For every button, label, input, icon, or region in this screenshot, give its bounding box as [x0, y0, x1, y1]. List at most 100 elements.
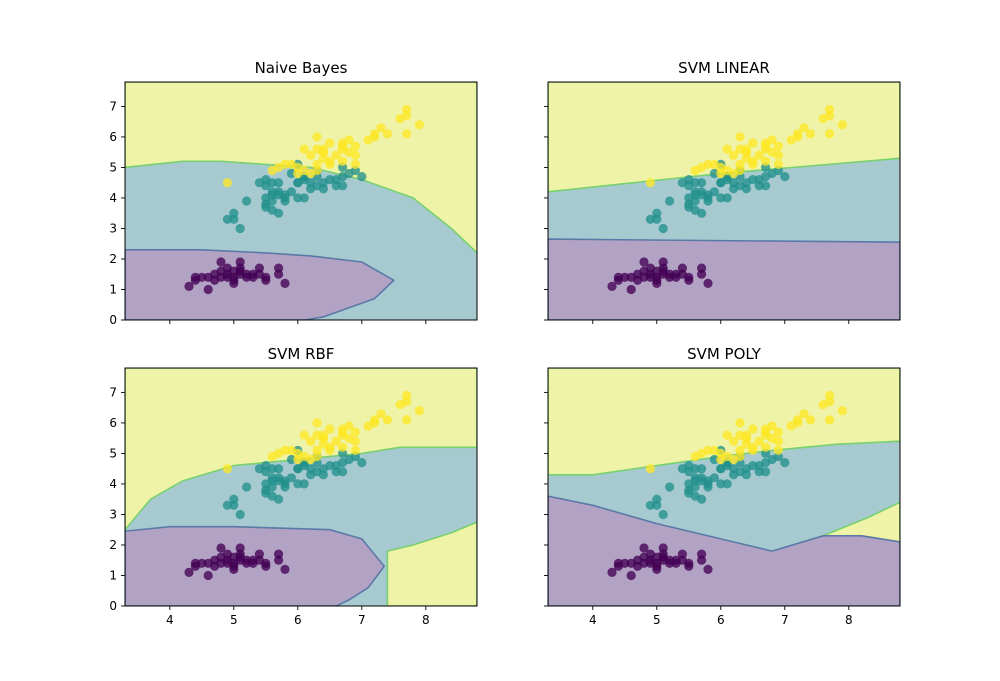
- data-point-class-1: [748, 461, 758, 471]
- data-point-class-2: [761, 442, 771, 452]
- data-point-class-0: [229, 564, 239, 575]
- data-point-class-2: [741, 147, 752, 157]
- data-point-class-1: [722, 175, 732, 185]
- data-point-class-0: [697, 549, 707, 559]
- data-point-class-1: [299, 193, 309, 203]
- data-point-class-0: [274, 549, 284, 559]
- data-point-class-1: [286, 168, 296, 179]
- y-tick-label: 0: [109, 313, 117, 327]
- data-point-class-0: [216, 543, 226, 553]
- data-point-class-1: [242, 196, 252, 206]
- data-point-class-1: [684, 461, 694, 471]
- subplot-1: SVM LINEAR: [544, 59, 901, 324]
- data-point-class-1: [729, 470, 739, 480]
- data-point-class-1: [709, 168, 720, 179]
- data-point-class-2: [645, 178, 656, 188]
- data-point-class-2: [414, 406, 424, 416]
- data-point-class-2: [325, 445, 335, 455]
- y-tick-label: 4: [109, 191, 117, 205]
- data-point-class-0: [607, 567, 617, 578]
- data-point-class-2: [799, 123, 809, 133]
- y-tick-label: 2: [109, 252, 117, 266]
- data-point-class-2: [414, 120, 424, 130]
- subplot-0: Naive Bayes 0 1 2 3 4 5 6 7: [109, 59, 478, 327]
- axes-frame: [124, 367, 478, 607]
- data-point-class-1: [261, 202, 271, 212]
- data-point-class-0: [222, 272, 232, 282]
- data-point-class-2: [318, 433, 328, 443]
- data-point-class-1: [229, 214, 239, 224]
- data-point-class-1: [780, 172, 790, 182]
- data-point-class-1: [338, 458, 348, 468]
- data-point-class-1: [645, 500, 656, 510]
- data-point-class-0: [222, 263, 232, 273]
- data-point-class-2: [338, 430, 348, 440]
- data-point-class-2: [350, 141, 360, 151]
- data-point-class-2: [773, 436, 784, 446]
- data-point-class-2: [338, 144, 348, 154]
- plot-area: [548, 82, 900, 320]
- data-point-class-2: [748, 138, 758, 148]
- data-point-class-2: [773, 150, 784, 160]
- data-point-class-2: [331, 436, 341, 446]
- data-point-class-2: [773, 159, 784, 169]
- data-point-class-0: [210, 275, 220, 285]
- subplot-title: SVM POLY: [687, 345, 762, 363]
- data-point-class-2: [402, 104, 412, 115]
- data-point-class-1: [325, 461, 335, 471]
- subplot-title: Naive Bayes: [255, 59, 348, 77]
- y-tick-label: 5: [109, 160, 117, 174]
- data-point-class-2: [338, 442, 348, 452]
- data-point-class-2: [370, 132, 380, 142]
- data-point-class-0: [235, 266, 245, 276]
- data-point-class-1: [261, 175, 271, 185]
- data-point-class-0: [607, 281, 617, 291]
- data-point-class-1: [274, 208, 284, 218]
- data-point-class-0: [613, 558, 624, 568]
- data-point-class-2: [690, 165, 700, 176]
- data-point-class-0: [671, 272, 681, 282]
- data-point-class-1: [299, 479, 309, 489]
- axes-frame: [124, 81, 478, 321]
- decision-region-class-0: [125, 249, 395, 320]
- x-tick-label: 4: [166, 613, 174, 627]
- data-point-class-1: [331, 181, 341, 191]
- data-point-class-1: [338, 172, 348, 182]
- data-point-class-0: [190, 558, 200, 568]
- data-point-class-1: [748, 175, 758, 185]
- data-point-class-2: [306, 150, 316, 160]
- data-point-class-2: [722, 144, 732, 154]
- data-point-class-0: [703, 278, 713, 288]
- data-point-class-0: [633, 561, 643, 571]
- data-point-class-0: [652, 278, 662, 288]
- data-point-class-0: [633, 275, 643, 285]
- data-point-class-1: [697, 208, 707, 218]
- plot-area: [548, 368, 900, 606]
- data-point-class-1: [274, 178, 284, 188]
- data-point-class-0: [184, 567, 194, 578]
- data-point-class-2: [222, 178, 232, 188]
- data-point-class-2: [761, 144, 771, 154]
- data-point-class-2: [773, 445, 784, 455]
- data-point-class-1: [261, 488, 271, 498]
- data-point-class-1: [665, 196, 675, 206]
- y-tick-label: 6: [109, 130, 117, 144]
- y-tick-label: 3: [109, 221, 117, 235]
- data-point-class-1: [293, 193, 303, 203]
- data-point-class-2: [376, 123, 386, 133]
- x-tick-label: 5: [230, 613, 238, 627]
- data-point-class-2: [331, 150, 341, 160]
- data-point-class-1: [658, 509, 668, 520]
- y-tick-label: 4: [109, 477, 117, 491]
- data-point-class-1: [274, 494, 284, 504]
- data-point-class-0: [613, 272, 624, 282]
- data-point-class-0: [639, 543, 649, 553]
- data-point-class-0: [280, 278, 290, 288]
- data-point-class-1: [645, 214, 656, 224]
- data-point-class-1: [761, 172, 771, 182]
- data-point-class-2: [344, 135, 354, 145]
- data-point-class-0: [261, 558, 271, 568]
- data-point-class-2: [402, 415, 412, 425]
- data-point-class-1: [684, 488, 694, 498]
